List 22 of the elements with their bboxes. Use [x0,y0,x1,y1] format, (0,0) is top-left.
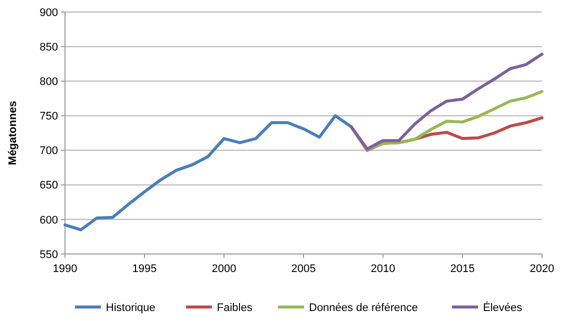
y-tick-label: 550 [40,248,58,261]
y-tick-label: 900 [40,6,58,19]
x-tick-label: 1990 [52,263,78,275]
x-tick-label: 2020 [530,263,554,275]
y-tick-label: 650 [40,180,58,192]
legend-label: Faibles [216,302,253,314]
y-tick-label: 750 [40,110,58,123]
y-tick-label: 850 [40,41,58,54]
x-tick-label: 2000 [212,263,236,275]
x-tick-label: 1995 [132,263,157,275]
legend-label: Élevées [483,300,523,314]
x-tick-label: 2005 [291,263,316,275]
y-tick-label: 700 [40,145,58,158]
y-tick-label: 800 [40,76,58,88]
line-series [64,114,353,232]
legend-label: Données de référence [309,302,418,314]
x-tick-label: 2010 [370,263,396,275]
y-axis-title: Mégatonnes [7,100,19,166]
legend-label: Historique [106,302,156,314]
y-tick-label: 600 [40,214,58,226]
x-tick-label: 2015 [450,263,475,275]
line-series [350,52,544,150]
